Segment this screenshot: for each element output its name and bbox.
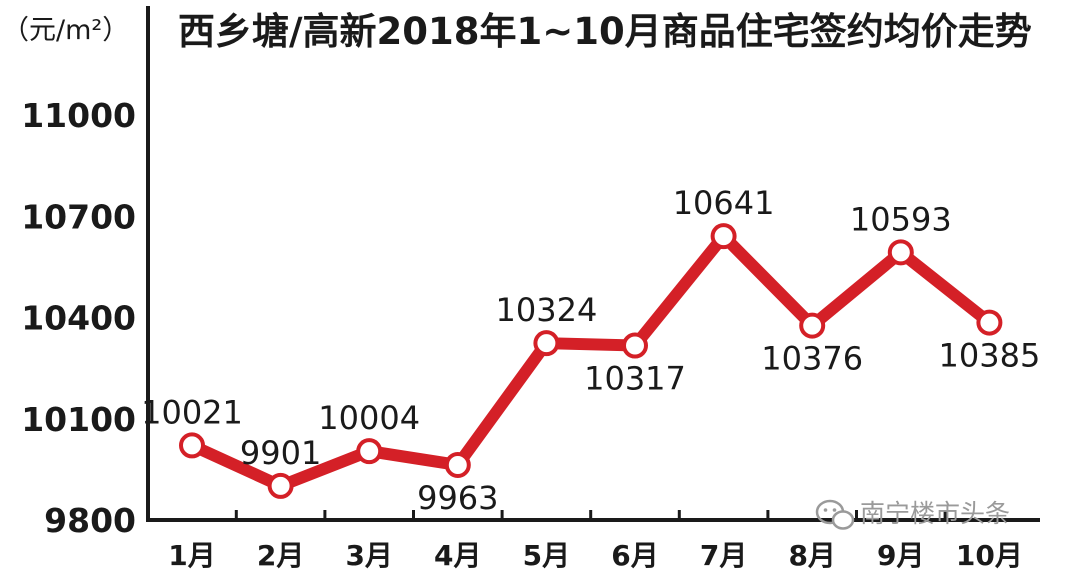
y-tick-label: 10100 [21, 400, 136, 439]
data-point-marker [533, 330, 560, 357]
data-point-marker [267, 472, 294, 499]
data-point-marker [887, 239, 914, 266]
data-label: 10641 [673, 184, 775, 222]
data-label: 9901 [240, 434, 321, 472]
data-label: 10385 [939, 337, 1041, 375]
x-tick-labels: 1月 2月 3月 4月 5月 6月 7月 8月 9月 10月 [168, 510, 1023, 572]
data-point-marker [444, 451, 471, 478]
x-tick-label: 10月 [956, 539, 1023, 572]
axes [146, 6, 1040, 522]
x-tick-label: 7月 [700, 539, 747, 572]
data-label: 10376 [761, 340, 863, 378]
data-label: 10324 [496, 291, 598, 329]
data-point-marker [622, 332, 648, 359]
x-tick-label: 8月 [788, 539, 835, 572]
data-label: 10004 [318, 399, 420, 437]
watermark: 南宁楼市头条 [815, 499, 1010, 530]
data-point-marker [976, 309, 1003, 336]
y-tick-label: 11000 [21, 96, 136, 135]
x-tick-label: 9月 [877, 539, 924, 572]
chart-title: 西乡塘/高新2018年1~10月商品住宅签约均价走势 [178, 10, 1032, 53]
x-tick-label: 6月 [611, 539, 658, 572]
data-label: 10021 [141, 393, 243, 431]
x-tick-label: 5月 [523, 539, 570, 572]
series-line-group [179, 223, 1003, 499]
x-tick-label: 1月 [168, 539, 215, 572]
data-point-marker [179, 432, 205, 459]
x-tick-label: 3月 [345, 539, 392, 572]
data-label: 10317 [584, 360, 686, 398]
x-tick-label: 4月 [434, 539, 481, 572]
series-line [186, 227, 996, 493]
y-axis-unit-label: （元/m²） [2, 15, 129, 46]
data-point-marker [710, 223, 737, 250]
wechat-icon [815, 499, 855, 530]
x-tick-label: 2月 [257, 539, 304, 572]
data-label: 10593 [850, 200, 952, 238]
y-tick-label: 10400 [21, 299, 136, 338]
data-point-marker [356, 438, 383, 465]
watermark-text: 南宁楼市头条 [860, 499, 1010, 528]
data-point-marker [799, 312, 826, 339]
data-label: 9963 [417, 479, 498, 517]
y-tick-label: 10700 [21, 197, 136, 236]
y-tick-labels: 9800 10100 10400 10700 11000 [21, 96, 136, 540]
y-tick-label: 9800 [44, 501, 136, 540]
